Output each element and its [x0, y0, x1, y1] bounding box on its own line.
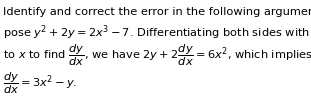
Text: $\dfrac{dy}{dx} = 3x^2 - y.$: $\dfrac{dy}{dx} = 3x^2 - y.$ — [3, 71, 77, 96]
Text: Identify and correct the error in the following argument. Sup-: Identify and correct the error in the fo… — [3, 7, 311, 17]
Text: to $x$ to find $\dfrac{dy}{dx}$, we have $2y + 2\dfrac{dy}{dx} = 6x^2$, which im: to $x$ to find $\dfrac{dy}{dx}$, we have… — [3, 43, 311, 68]
Text: pose $y^2 + 2y = 2x^3 - 7$. Differentiating both sides with respec: pose $y^2 + 2y = 2x^3 - 7$. Differentiat… — [3, 24, 311, 42]
